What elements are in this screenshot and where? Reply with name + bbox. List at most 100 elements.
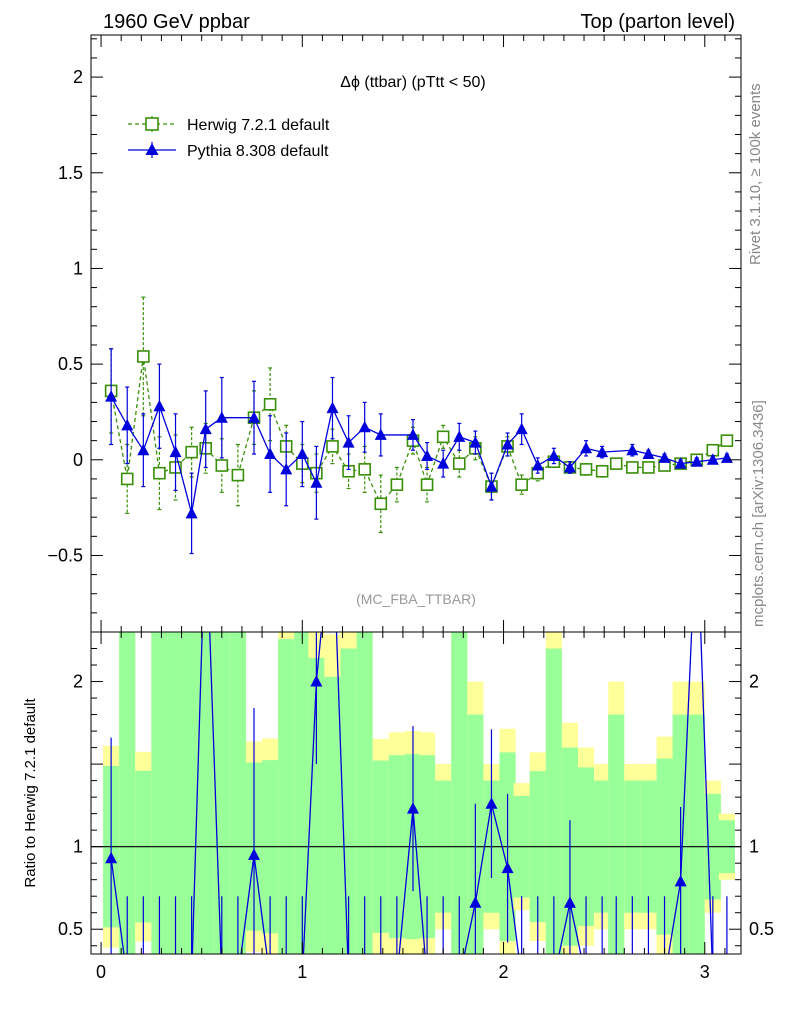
data-point — [420, 478, 434, 491]
data-point — [421, 449, 434, 461]
y-tick-label: 0 — [73, 450, 83, 470]
uncertainty-band-inner — [324, 676, 341, 954]
uncertainty-band-inner — [356, 632, 373, 954]
y-tick-label: 0.5 — [58, 354, 83, 374]
legend-square-marker — [145, 117, 159, 131]
uncertainty-band-inner — [119, 632, 136, 954]
uncertainty-band-inner — [308, 657, 325, 954]
y-tick-label: 1 — [73, 258, 83, 278]
ratio-point — [105, 851, 118, 864]
data-point — [469, 436, 482, 448]
data-point — [326, 401, 339, 414]
data-point — [199, 422, 212, 435]
data-point — [215, 411, 228, 423]
data-point — [153, 399, 166, 412]
main-title: Δϕ (ttbar) (pTtt < 50) — [340, 74, 485, 91]
watermark-label: (MC_FBA_TTBAR) — [356, 591, 476, 607]
ratio-series-pythia — [105, 632, 728, 954]
uncertainty-band-inner — [545, 648, 562, 954]
data-point — [264, 447, 277, 460]
data-point — [215, 459, 229, 472]
ratio-point — [674, 874, 687, 887]
data-point — [642, 461, 655, 474]
uncertainty-band-inner — [167, 632, 184, 954]
y-tick-label: 2 — [73, 67, 83, 87]
data-point — [452, 457, 466, 470]
data-point — [720, 434, 734, 447]
data-point — [596, 445, 609, 458]
data-point — [120, 472, 134, 486]
series-pythia — [105, 348, 733, 555]
data-point — [342, 436, 355, 448]
data-point — [326, 440, 339, 453]
data-point — [531, 459, 544, 471]
data-point — [453, 430, 466, 442]
x-tick-label: 1 — [297, 962, 307, 982]
ratio-y-tick-label-right: 2 — [749, 672, 759, 692]
data-point — [515, 478, 528, 491]
data-point — [563, 460, 576, 473]
uncertainty-band-inner — [608, 714, 625, 954]
ratio-panel: 0.5 0.5 1 1 2 2 Ratio to Herwig 7.2.1 default — [22, 631, 774, 955]
ratio-y-tick-label-right: 0.5 — [749, 919, 774, 939]
data-point — [626, 443, 639, 456]
legend-label-herwig: Herwig 7.2.1 default — [187, 117, 330, 134]
data-point — [515, 422, 528, 435]
ratio-point — [485, 797, 498, 809]
uncertainty-band-inner — [451, 632, 468, 954]
data-point — [390, 478, 404, 491]
header-left: 1960 GeV ppbar — [103, 11, 250, 33]
data-point — [609, 457, 623, 470]
data-point — [248, 411, 261, 423]
data-point — [137, 350, 150, 363]
legend-label-pythia: Pythia 8.308 default — [187, 143, 329, 160]
data-point — [358, 420, 371, 433]
data-point — [310, 476, 323, 488]
ratio-point — [310, 675, 323, 687]
data-point — [374, 497, 388, 511]
data-point — [485, 480, 498, 492]
data-point — [674, 457, 687, 469]
data-point — [720, 451, 733, 463]
data-point — [153, 466, 166, 480]
data-point — [185, 445, 198, 459]
uncertainty-band-inner — [151, 632, 168, 954]
ratio-y-tick-label: 2 — [73, 672, 83, 692]
ratio-y-tick-label: 1 — [73, 837, 83, 857]
ratio-point — [248, 848, 261, 860]
data-point — [658, 451, 671, 463]
series-line — [110, 356, 728, 505]
data-point — [121, 418, 134, 431]
rivet-label: Rivet 3.1.10, ≥ 100k events — [747, 83, 764, 265]
data-point — [626, 461, 639, 474]
uncertainty-band-inner — [197, 632, 214, 954]
mcplots-label: mcplots.cern.ch [arXiv:1306.3436] — [750, 400, 767, 627]
data-point — [169, 445, 182, 458]
data-point — [690, 455, 703, 467]
uncertainty-band-inner — [229, 632, 246, 954]
ratio-frame — [90, 631, 742, 955]
uncertainty-band-inner — [688, 714, 705, 954]
data-point — [642, 447, 655, 460]
ratio-point — [469, 896, 482, 908]
main-panel: −0.5 0 0.5 1 1.5 2 Δϕ (ttbar) (pTtt < 50) (MC… — [47, 34, 742, 633]
data-point — [137, 443, 150, 456]
y-tick-label: −0.5 — [47, 545, 83, 565]
data-point — [706, 453, 719, 465]
ratio-point — [406, 802, 419, 814]
legend: Herwig 7.2.1 default Pythia 8.308 defaul… — [128, 116, 330, 160]
data-point — [105, 390, 118, 402]
legend-item-herwig: Herwig 7.2.1 default — [128, 116, 330, 134]
ratio-point — [501, 861, 514, 874]
ratio-point — [563, 896, 576, 908]
uncertainty-band-inner — [278, 639, 295, 954]
data-point — [436, 430, 450, 444]
data-point — [263, 397, 277, 411]
data-point — [358, 463, 371, 476]
data-point — [501, 437, 514, 450]
uncertainty-band-inner — [294, 632, 311, 954]
data-point — [406, 428, 419, 440]
series-herwig — [104, 296, 734, 534]
x-tick-label: 3 — [700, 962, 710, 982]
data-point — [579, 463, 593, 476]
